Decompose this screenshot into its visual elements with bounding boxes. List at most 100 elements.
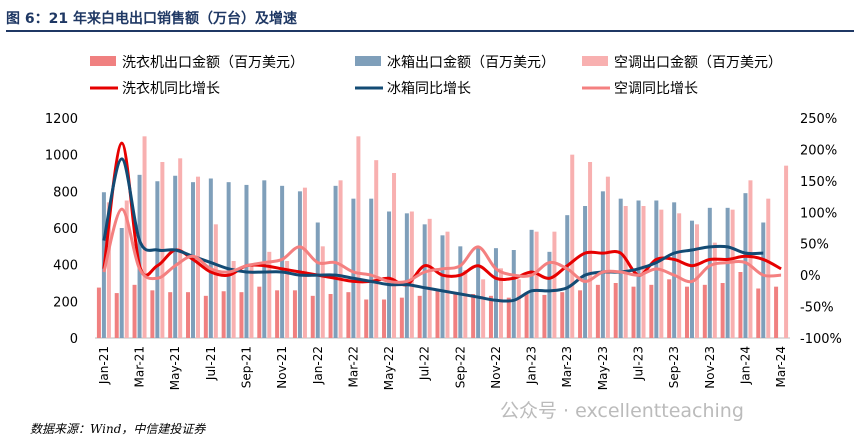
bar-1 <box>511 250 516 338</box>
bar-2 <box>481 279 486 338</box>
bar-1 <box>387 211 392 338</box>
bar-1 <box>280 185 285 338</box>
y2-tick-label: -100% <box>800 332 842 347</box>
watermark: 公众号 · excellentteaching <box>500 400 744 422</box>
bar-0 <box>684 286 689 338</box>
y2-tick-label: 250% <box>800 112 837 127</box>
bar-2 <box>463 270 468 338</box>
bar-0 <box>667 279 672 338</box>
x-tick-label: Jul-23 <box>632 346 646 381</box>
y2-tick-label: 100% <box>800 206 837 221</box>
bar-0 <box>560 292 565 338</box>
bar-0 <box>328 294 333 338</box>
bar-2 <box>445 231 450 338</box>
bar-2 <box>409 211 414 338</box>
y2-tick-label: 200% <box>800 143 837 158</box>
bar-0 <box>382 299 387 338</box>
y-tick-label: 1000 <box>45 149 78 164</box>
bar-2 <box>213 224 218 338</box>
bar-0 <box>613 283 618 338</box>
bar-0 <box>578 290 583 338</box>
x-tick-label: Nov-23 <box>703 346 717 389</box>
bar-1 <box>725 207 730 338</box>
y-tick-label: 1200 <box>45 112 78 127</box>
bar-1 <box>155 181 160 338</box>
legend-swatch <box>355 56 381 66</box>
bar-0 <box>488 295 493 338</box>
bar-2 <box>498 268 503 338</box>
y-tick-label: 800 <box>53 185 78 200</box>
x-tick-label: May-22 <box>382 346 396 390</box>
bar-2 <box>427 218 432 338</box>
bar-0 <box>275 290 280 338</box>
x-tick-label: Jan-23 <box>525 346 539 385</box>
x-tick-label: Jan-22 <box>311 346 325 385</box>
legend-label: 洗衣机同比增长 <box>122 81 220 97</box>
bar-0 <box>132 284 137 338</box>
bar-0 <box>702 284 707 338</box>
x-tick-label: Mar-24 <box>774 346 788 387</box>
bar-0 <box>364 299 369 338</box>
bar-1 <box>208 178 213 338</box>
bar-1 <box>244 184 249 338</box>
x-tick-label: Mar-21 <box>133 346 147 387</box>
bar-1 <box>565 215 570 338</box>
y2-tick-label: 0% <box>800 269 821 284</box>
bar-0 <box>96 287 101 338</box>
bar-1 <box>476 246 481 338</box>
bar-1 <box>529 229 534 338</box>
bar-0 <box>649 284 654 338</box>
bar-2 <box>338 180 343 338</box>
bar-2 <box>730 209 735 338</box>
bar-2 <box>552 231 557 338</box>
bar-0 <box>774 286 779 338</box>
bar-2 <box>588 162 593 338</box>
x-tick-label: Jul-21 <box>204 346 218 381</box>
legend-label: 冰箱出口金额（百万美元） <box>387 55 555 71</box>
bar-1 <box>369 198 374 338</box>
bar-1 <box>422 224 427 338</box>
bar-2 <box>285 261 290 338</box>
bar-0 <box>417 295 422 338</box>
bar-1 <box>297 191 302 338</box>
bar-1 <box>440 235 445 338</box>
bar-2 <box>231 261 236 338</box>
bar-0 <box>506 297 511 338</box>
title-divider <box>6 30 854 32</box>
bar-2 <box>320 246 325 338</box>
bar-2 <box>784 165 789 338</box>
bar-0 <box>346 292 351 338</box>
y-tick-label: 600 <box>53 222 78 237</box>
bar-1 <box>226 182 231 338</box>
bar-1 <box>672 202 677 338</box>
bar-1 <box>173 175 178 338</box>
bar-1 <box>600 191 605 338</box>
y-tick-label: 200 <box>53 295 78 310</box>
bar-2 <box>570 154 575 338</box>
figure-title: 图 6：21 年来白电出口销售额（万台）及增速 <box>6 11 297 27</box>
bar-2 <box>694 224 699 338</box>
x-tick-label: Jul-22 <box>418 346 432 381</box>
bar-0 <box>738 272 743 338</box>
bar-2 <box>659 209 664 338</box>
bar-2 <box>748 180 753 338</box>
bar-0 <box>595 284 600 338</box>
bar-0 <box>399 297 404 338</box>
bar-1 <box>119 228 124 338</box>
bar-0 <box>542 294 547 338</box>
bar-1 <box>351 198 356 338</box>
bar-2 <box>178 158 183 338</box>
bar-0 <box>720 283 725 338</box>
bar-1 <box>493 248 498 338</box>
legend-label: 空调出口金额（百万美元） <box>614 55 782 71</box>
bar-2 <box>374 160 379 338</box>
bar-1 <box>458 246 463 338</box>
bar-2 <box>356 136 361 338</box>
bar-0 <box>435 290 440 338</box>
bar-0 <box>292 290 297 338</box>
bar-2 <box>142 136 147 338</box>
bar-2 <box>534 231 539 338</box>
x-tick-label: Nov-21 <box>275 346 289 389</box>
x-tick-label: Mar-23 <box>560 346 574 387</box>
